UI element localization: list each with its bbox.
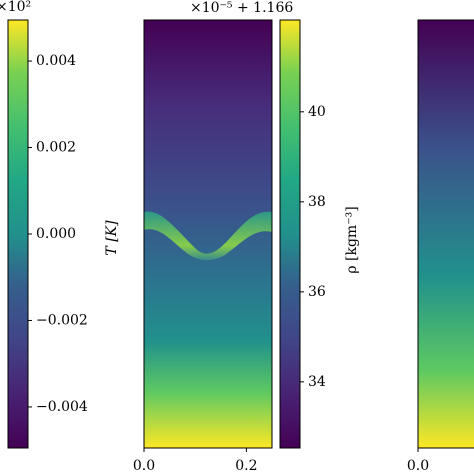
x-tick-label: 0.0 bbox=[407, 458, 429, 474]
y-tick-label: 34 bbox=[308, 374, 326, 390]
y-axis-label: ρ [kgm⁻³] bbox=[344, 206, 360, 273]
y-tick-label: −0.004 bbox=[36, 399, 88, 415]
heatmap-feature bbox=[144, 211, 272, 261]
y-tick-label: 0.000 bbox=[36, 226, 76, 242]
heatmap-image bbox=[417, 19, 474, 449]
heatmap-frame bbox=[143, 19, 273, 449]
y-tick-label: 38 bbox=[308, 194, 326, 210]
y-tick-label: 0.002 bbox=[36, 140, 76, 156]
x-tick-label: 0.2 bbox=[235, 458, 257, 474]
offset-label: ×10² bbox=[0, 0, 31, 15]
colorbar bbox=[279, 19, 301, 449]
y-tick-label: 36 bbox=[308, 284, 326, 300]
colorbar bbox=[7, 19, 29, 449]
y-tick-label: 0.004 bbox=[36, 53, 76, 69]
y-tick-label: 40 bbox=[308, 104, 326, 120]
offset-label: ×10⁻⁵ + 1.166 bbox=[190, 0, 293, 16]
y-axis-label: T [K] bbox=[104, 220, 120, 256]
y-tick-label: −0.002 bbox=[36, 312, 88, 328]
x-tick-label: 0.0 bbox=[133, 458, 155, 474]
